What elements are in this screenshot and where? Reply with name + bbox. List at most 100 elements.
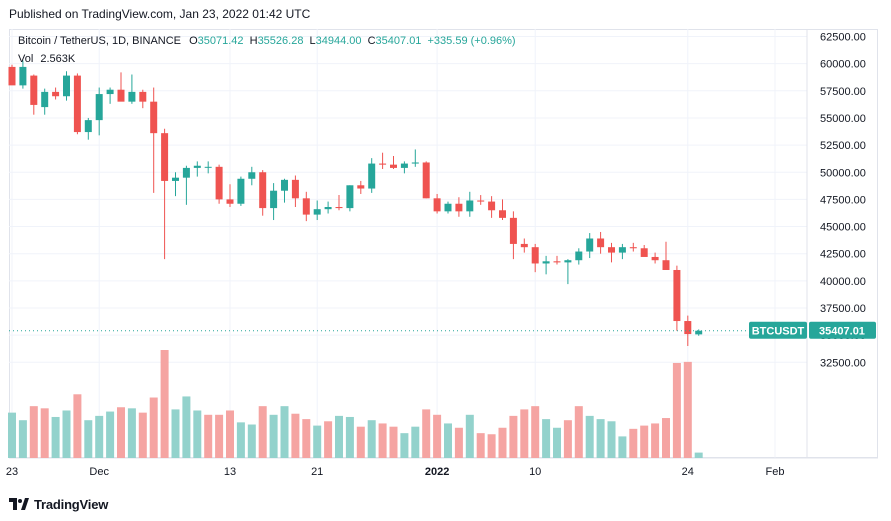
price-badge bbox=[809, 321, 876, 339]
candle-body bbox=[618, 247, 626, 253]
candle-body bbox=[106, 89, 114, 95]
candle-body bbox=[161, 133, 169, 181]
volume-bar bbox=[651, 423, 660, 458]
volume-bar bbox=[171, 409, 180, 458]
candle-body bbox=[335, 207, 343, 209]
y-tick-label: 32500.00 bbox=[820, 357, 866, 369]
volume-bar bbox=[585, 415, 594, 458]
candle-body bbox=[531, 247, 539, 264]
volume-bar bbox=[356, 426, 365, 458]
candle-body bbox=[281, 179, 288, 191]
ticker-badge-label: BTCUSDT bbox=[752, 326, 805, 338]
volume-bar bbox=[683, 361, 692, 458]
y-tick-label: 47500.00 bbox=[820, 194, 866, 206]
candle-body bbox=[30, 75, 38, 105]
volume-bar bbox=[193, 410, 202, 458]
candle-body bbox=[248, 172, 256, 179]
volume-bar bbox=[29, 406, 38, 458]
last-price-line: BTCUSDT 35407.01 bbox=[9, 321, 876, 339]
candle-body bbox=[63, 75, 70, 97]
candle-body bbox=[499, 210, 506, 218]
y-tick-label: 57500.00 bbox=[820, 86, 866, 98]
volume-bar bbox=[182, 396, 191, 458]
volume-label: Vol bbox=[18, 53, 34, 65]
y-tick-label: 60000.00 bbox=[820, 59, 866, 71]
candle-body bbox=[411, 162, 419, 164]
volume-bar bbox=[280, 406, 289, 458]
y-tick-label: 45000.00 bbox=[820, 222, 866, 234]
low-value: 34944.00 bbox=[315, 35, 362, 47]
candle-body bbox=[597, 238, 605, 248]
volume-bar bbox=[247, 424, 256, 458]
candle-body bbox=[673, 269, 681, 322]
volume-bar bbox=[444, 423, 452, 458]
volume-bar bbox=[378, 423, 387, 458]
volume-bar bbox=[433, 414, 442, 458]
volume-bar bbox=[389, 426, 398, 458]
candle-body bbox=[509, 217, 517, 244]
y-tick-label: 37500.00 bbox=[820, 303, 866, 315]
tradingview-logo-icon bbox=[9, 498, 29, 510]
candle-body bbox=[368, 163, 376, 189]
candle-body bbox=[564, 260, 572, 263]
candle-body bbox=[400, 163, 408, 168]
candle-body bbox=[684, 321, 692, 335]
volume-bar bbox=[345, 416, 354, 458]
open-value: 35071.42 bbox=[197, 35, 244, 47]
ticker-badge bbox=[749, 321, 807, 339]
candle-body bbox=[150, 101, 158, 134]
candle-body bbox=[302, 198, 310, 215]
candle-body bbox=[117, 89, 125, 102]
candle-body bbox=[226, 199, 234, 204]
candle-body bbox=[8, 66, 16, 86]
volume-bar bbox=[596, 419, 605, 458]
price-badge-label: 35407.01 bbox=[819, 326, 865, 338]
tradingview-brand[interactable]: TradingView bbox=[9, 495, 108, 513]
ohlc-legend: Bitcoin / TetherUS, 1D, BINANCE O35071.4… bbox=[18, 35, 516, 47]
volume-bar bbox=[542, 419, 551, 458]
candle-body bbox=[237, 178, 245, 204]
volume-bar bbox=[269, 414, 278, 458]
volume-bar bbox=[498, 427, 507, 458]
volume-bar bbox=[302, 419, 311, 458]
candle-body bbox=[270, 190, 278, 209]
candle-body bbox=[629, 247, 637, 249]
volume-bar bbox=[662, 418, 670, 458]
volume-bar bbox=[400, 433, 409, 458]
candle-body bbox=[357, 185, 365, 189]
candle-body bbox=[204, 166, 212, 168]
volume-bar bbox=[672, 362, 681, 458]
volume-bar bbox=[226, 410, 234, 458]
volume-bar bbox=[324, 421, 333, 458]
x-tick-label: 13 bbox=[224, 466, 236, 478]
candle-body bbox=[346, 185, 354, 209]
volume-bar bbox=[106, 411, 115, 458]
high-value: 35526.28 bbox=[257, 35, 304, 47]
x-tick-label: 10 bbox=[529, 466, 541, 478]
candle-body bbox=[651, 256, 659, 261]
candle-body bbox=[291, 179, 299, 199]
volume-bar bbox=[520, 409, 529, 458]
volume-bar bbox=[73, 394, 82, 458]
volume-value: 2.563K bbox=[40, 53, 76, 65]
candle-body bbox=[488, 201, 496, 211]
volume-bar bbox=[84, 420, 93, 458]
candle-body bbox=[444, 203, 452, 212]
candle-body bbox=[390, 164, 397, 168]
candle-body bbox=[128, 91, 136, 102]
volume-bar bbox=[62, 410, 71, 458]
candle-body bbox=[182, 167, 190, 178]
x-tick-label: 23 bbox=[6, 466, 18, 478]
candle-body bbox=[542, 261, 550, 264]
volume-bar bbox=[291, 413, 300, 458]
candle-body bbox=[41, 91, 49, 108]
volume-bar bbox=[640, 425, 649, 458]
volume-bar bbox=[367, 420, 376, 458]
volume-bar bbox=[204, 414, 213, 458]
candle-body bbox=[466, 200, 474, 212]
candle-body bbox=[172, 177, 179, 181]
published-caption: Published on TradingView.com, Jan 23, 20… bbox=[9, 7, 311, 21]
candle-body bbox=[586, 238, 594, 252]
volume-bar bbox=[95, 415, 104, 458]
